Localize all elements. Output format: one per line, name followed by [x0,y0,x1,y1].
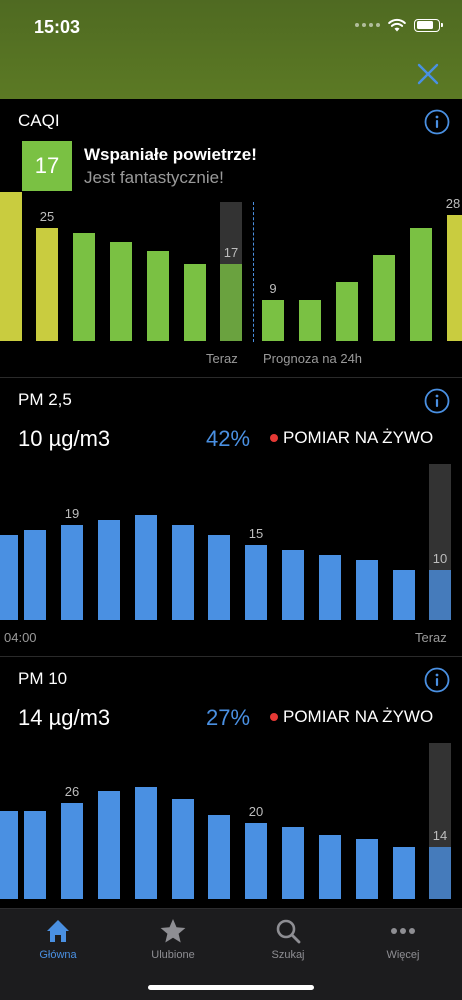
pm25-now-label: Teraz [415,630,447,645]
pm25-live-indicator: POMIAR NA ŻYWO [270,428,433,448]
pm25-bar [282,550,304,620]
wifi-icon [388,18,406,32]
pm10-bar [282,827,304,899]
caqi-bar [299,300,321,341]
pm10-panel: PM 10 14 µg/m3 27% POMIAR NA ŻYWO 26 20 14 [0,656,462,908]
pm10-live-indicator: POMIAR NA ŻYWO [270,707,433,727]
caqi-bar [373,255,395,341]
pm25-bar [98,520,120,620]
pm10-bar [98,791,120,899]
pm25-bar [0,535,18,620]
tab-more[interactable]: Więcej [358,917,448,961]
tab-favorites[interactable]: Ulubione [128,917,218,961]
caqi-subline: Jest fantastycznie! [84,168,224,187]
pm25-bar [24,530,46,620]
pm25-bar [245,545,267,620]
status-icons [355,18,443,32]
info-icon[interactable] [424,388,450,414]
pm25-live-label: POMIAR NA ŻYWO [283,428,434,447]
caqi-now-label: Teraz [206,351,238,366]
caqi-title: CAQI [18,111,60,130]
pm25-panel: PM 2,5 10 µg/m3 42% POMIAR NA ŻYWO 19 15 1… [0,377,462,656]
caqi-bar [184,264,206,341]
status-time: 15:03 [34,17,81,37]
pm10-bar-label: 26 [64,784,80,799]
pm10-title: PM 10 [18,669,68,688]
caqi-bar [336,282,358,341]
tab-home-label: Główna [39,949,77,961]
tab-search[interactable]: Szukaj [243,917,333,961]
pm25-bar [61,525,83,620]
caqi-bar [73,233,95,341]
pm25-bar-label: 19 [64,506,80,521]
pm10-bar [245,823,267,899]
caqi-bar-label: 17 [223,245,239,260]
caqi-bar [36,228,58,341]
pm25-start-label: 04:00 [4,630,37,645]
tab-favorites-label: Ulubione [151,949,195,961]
now-divider [253,202,254,342]
top-background [0,0,462,100]
tab-home[interactable]: Główna [13,917,103,961]
caqi-bar-label: 25 [39,209,55,224]
pm25-bar [356,560,378,620]
pm10-bar [356,839,378,899]
live-dot-icon [270,434,278,442]
battery-icon [414,18,443,32]
caqi-bar [262,300,284,341]
pm10-bar [393,847,415,899]
tab-bar: Główna Ulubione Szukaj Więcej [0,908,462,1000]
caqi-index-badge: 17 [22,141,72,191]
pm10-bar [24,811,46,899]
pm10-bar [0,811,18,899]
home-icon [47,920,69,942]
caqi-bar-label: 9 [269,281,277,296]
pm25-bar-label: 10 [432,551,448,566]
close-button[interactable] [414,60,442,88]
pm10-bar [208,815,230,899]
caqi-bar [147,251,169,341]
signal-icon [355,23,380,27]
info-icon[interactable] [424,109,450,135]
caqi-bar [110,242,132,341]
pm25-bar [319,555,341,620]
caqi-bar [0,192,22,341]
info-icon[interactable] [424,667,450,693]
pm25-percent: 42% [206,426,251,451]
caqi-headline: Wspaniałe powietrze! [84,145,257,164]
caqi-bar [220,264,242,341]
caqi-bar-label: 28 [445,196,461,211]
search-icon [276,919,301,944]
pm25-bar [429,570,451,620]
live-dot-icon [270,713,278,721]
tab-search-label: Szukaj [271,949,305,961]
pm10-bar [172,799,194,899]
caqi-bar [447,215,462,341]
pm10-bar [429,847,451,899]
pm10-percent: 27% [206,705,251,730]
pm25-bar-label: 15 [248,526,264,541]
pm25-bar [208,535,230,620]
pm10-bar [61,803,83,899]
pm10-bar [319,835,341,899]
pm25-value: 10 µg/m3 [18,426,111,451]
pm25-bar [393,570,415,620]
pm25-title: PM 2,5 [18,390,72,409]
pm10-value: 14 µg/m3 [18,705,111,730]
pm25-bar [172,525,194,620]
tab-more-label: Więcej [386,949,420,961]
pm10-bar [135,787,157,899]
pm10-bar-label: 20 [248,804,264,819]
pm25-bar [135,515,157,620]
home-indicator [148,985,314,990]
pm10-live-label: POMIAR NA ŻYWO [283,707,434,726]
pm10-bar-label: 14 [432,828,448,843]
caqi-bar [410,228,432,341]
caqi-forecast-label: Prognoza na 24h [263,351,363,366]
caqi-panel: CAQI 17 Wspaniałe powietrze! Jest fantas… [0,99,462,377]
more-icon [391,928,415,934]
star-icon [160,919,186,943]
